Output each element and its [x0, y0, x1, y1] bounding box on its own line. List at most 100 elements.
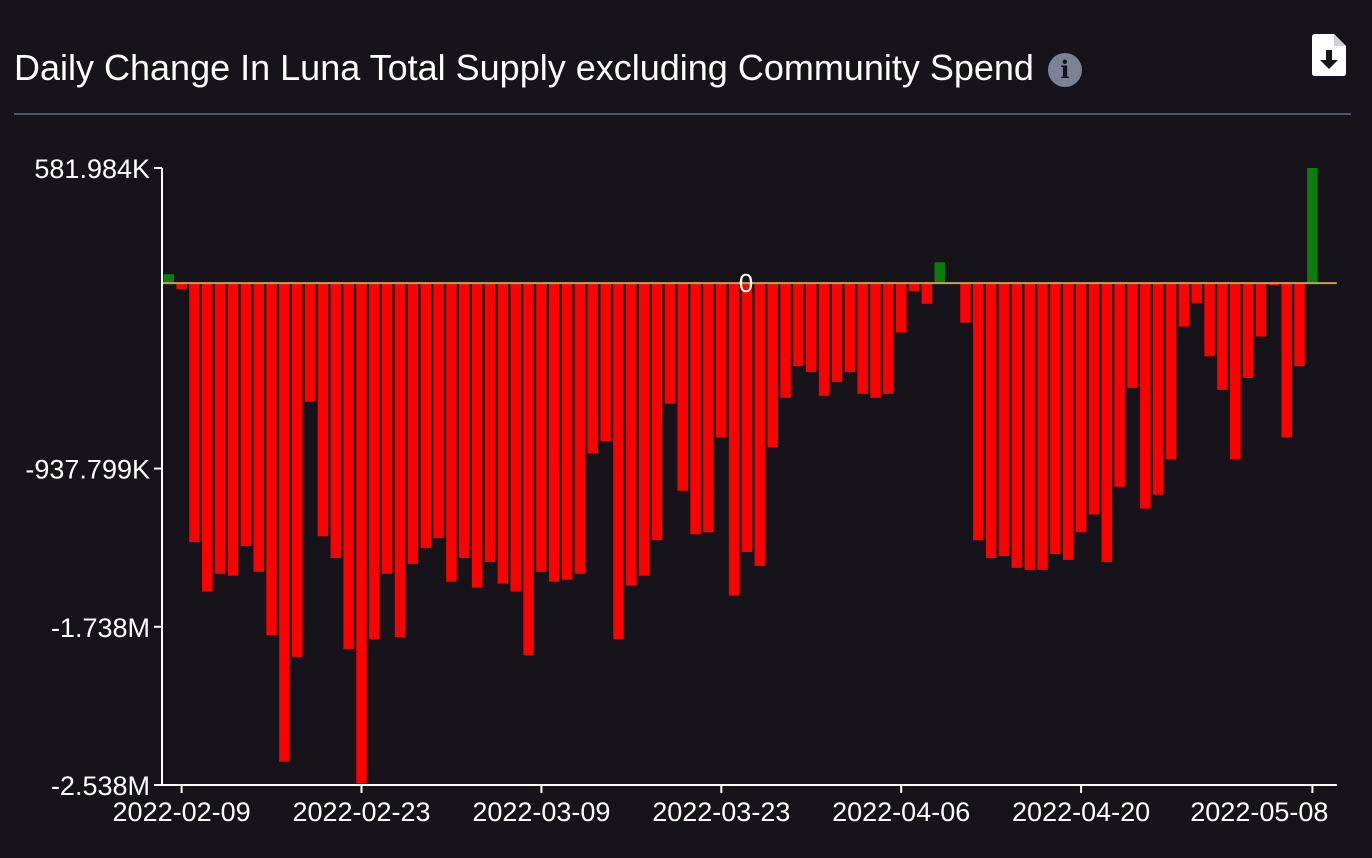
bar[interactable] [664, 283, 676, 404]
bar[interactable] [895, 283, 907, 333]
bar[interactable] [1307, 168, 1318, 284]
info-icon[interactable]: i [1047, 53, 1082, 87]
x-tick-label: 2022-02-23 [292, 797, 430, 827]
bar[interactable] [484, 283, 496, 562]
bar[interactable] [728, 283, 740, 596]
bar[interactable] [202, 283, 213, 592]
bar[interactable] [497, 283, 509, 584]
bar[interactable] [394, 283, 406, 638]
bar[interactable] [369, 283, 380, 640]
bar[interactable] [459, 283, 470, 558]
bar[interactable] [1255, 283, 1267, 337]
bar[interactable] [690, 283, 701, 535]
bar[interactable] [304, 283, 316, 402]
bar[interactable] [420, 283, 432, 549]
bar[interactable] [536, 283, 547, 572]
bar[interactable] [587, 283, 599, 454]
bar[interactable] [1050, 283, 1061, 555]
bar[interactable] [163, 274, 175, 284]
bar[interactable] [703, 283, 714, 533]
bar[interactable] [407, 283, 419, 564]
bar[interactable] [253, 283, 264, 572]
bar[interactable] [1114, 283, 1125, 487]
bar[interactable] [561, 283, 573, 580]
bar[interactable] [266, 283, 277, 636]
bar[interactable] [985, 283, 997, 558]
bar[interactable] [1204, 283, 1215, 357]
bar[interactable] [1101, 283, 1113, 562]
chart-title: Daily Change In Luna Total Supply exclud… [14, 47, 1034, 88]
bar[interactable] [510, 283, 521, 592]
bar[interactable] [1191, 283, 1203, 303]
bar[interactable] [1037, 283, 1048, 570]
bar[interactable] [574, 283, 586, 574]
bar[interactable] [613, 283, 624, 640]
bar[interactable] [1165, 283, 1177, 460]
bar[interactable] [317, 283, 329, 537]
bar[interactable] [1281, 283, 1292, 438]
zero-label: 0 [739, 268, 753, 298]
x-tick-label: 2022-03-09 [472, 797, 610, 827]
bar[interactable] [626, 283, 637, 586]
bar[interactable] [973, 283, 984, 541]
bar[interactable] [356, 283, 367, 784]
bar[interactable] [908, 283, 920, 292]
bar[interactable] [1294, 283, 1305, 367]
bar[interactable] [1024, 283, 1035, 570]
bar[interactable] [883, 283, 894, 394]
download-csv-button[interactable] [1312, 34, 1346, 76]
bar[interactable] [1217, 283, 1228, 390]
bar[interactable] [921, 283, 933, 304]
bar[interactable] [189, 283, 200, 543]
bar[interactable] [1242, 283, 1254, 379]
y-tick-label: 581.984K [34, 154, 150, 184]
bar[interactable] [1140, 283, 1151, 509]
bar[interactable] [343, 283, 354, 649]
bar[interactable] [998, 283, 1010, 556]
bar[interactable] [600, 283, 611, 442]
bar[interactable] [549, 283, 560, 582]
bar[interactable] [818, 283, 830, 396]
bar[interactable] [677, 283, 689, 491]
bar[interactable] [381, 283, 393, 574]
bar[interactable] [651, 283, 663, 541]
bar[interactable] [240, 283, 252, 547]
x-tick-label: 2022-04-06 [832, 797, 970, 827]
bar[interactable] [741, 283, 753, 553]
bar[interactable] [1011, 283, 1023, 568]
bar[interactable] [433, 283, 444, 539]
chart-header: Daily Change In Luna Total Supply exclud… [14, 40, 1082, 96]
bar[interactable] [844, 283, 856, 373]
bar[interactable] [446, 283, 457, 582]
bar[interactable] [1152, 283, 1164, 495]
bar[interactable] [1088, 283, 1100, 515]
bar[interactable] [780, 283, 791, 398]
y-tick-label: -1.738M [51, 613, 150, 643]
bar[interactable] [716, 283, 727, 438]
bar[interactable] [227, 283, 239, 576]
bar[interactable] [214, 283, 226, 574]
y-tick-label: -937.799K [25, 455, 150, 485]
bar[interactable] [1127, 283, 1138, 388]
bar[interactable] [176, 283, 187, 290]
bar[interactable] [523, 283, 534, 655]
bar[interactable] [330, 283, 342, 558]
bar[interactable] [806, 283, 817, 373]
bar[interactable] [793, 283, 804, 367]
bar[interactable] [1230, 283, 1241, 460]
bar[interactable] [638, 283, 650, 576]
bar[interactable] [857, 283, 868, 394]
bar[interactable] [279, 283, 290, 762]
bar[interactable] [1075, 283, 1087, 533]
bar[interactable] [292, 283, 303, 657]
bar[interactable] [1178, 283, 1190, 327]
bar[interactable] [831, 283, 843, 382]
bar[interactable] [1063, 283, 1074, 560]
bar[interactable] [960, 283, 971, 323]
bar[interactable] [934, 262, 946, 284]
bar[interactable] [754, 283, 766, 566]
bar[interactable] [471, 283, 483, 588]
bar[interactable] [767, 283, 778, 448]
bar[interactable] [870, 283, 881, 398]
